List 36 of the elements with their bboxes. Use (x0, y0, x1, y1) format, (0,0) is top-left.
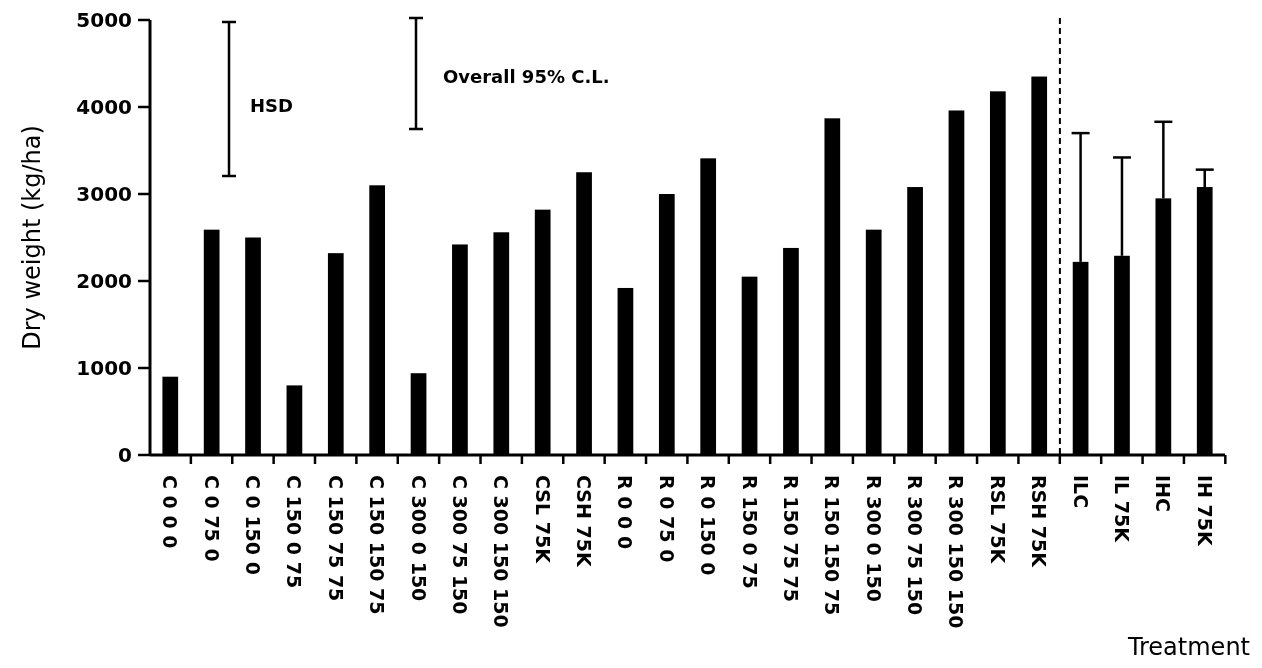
x-tick-label: IHC (1152, 475, 1175, 512)
x-tick-label: C 0 0 0 (159, 475, 182, 549)
x-tick-label: C 0 75 0 (200, 475, 223, 562)
y-tick-label: 2000 (76, 269, 132, 293)
x-tick-label: R 150 150 75 (821, 475, 844, 616)
x-tick-label: C 0 150 0 (242, 475, 265, 575)
x-tick-label: R 0 0 0 (614, 475, 637, 550)
x-tick-label: IH 75K (1193, 475, 1216, 548)
x-tick-label: C 300 75 150 (448, 475, 471, 615)
x-tick-label: C 150 150 75 (366, 475, 389, 615)
x-tick-label: R 300 0 150 (862, 475, 885, 603)
annotation: Overall 95% C.L. (443, 66, 610, 88)
y-tick-label: 3000 (76, 182, 132, 206)
x-tick-label: C 300 150 150 (490, 475, 513, 628)
x-tick-label: RSH 75K (1028, 475, 1051, 569)
x-tick-label: C 150 75 75 (324, 475, 347, 602)
y-axis-title: Dry weight (kg/ha) (18, 125, 46, 350)
y-tick-label: 5000 (76, 8, 132, 32)
x-tick-label: RSL 75K (986, 475, 1009, 565)
annotation: HSD (250, 95, 293, 117)
x-tick-label: ILC (1069, 475, 1092, 509)
x-tick-label: IL 75K (1110, 475, 1133, 544)
x-axis-title: Treatment (1126, 633, 1250, 661)
x-tick-label: R 150 75 75 (779, 475, 802, 603)
y-tick-label: 0 (118, 443, 132, 467)
x-tick-label: R 0 150 0 (697, 475, 720, 576)
x-tick-label: C 150 0 75 (283, 475, 306, 589)
y-tick-label: 1000 (76, 356, 132, 380)
x-tick-label: R 300 75 150 (904, 475, 927, 616)
x-tick-label: CSH 75K (573, 475, 596, 568)
x-tick-label: R 150 0 75 (738, 475, 761, 589)
x-tick-label: R 300 150 150 (945, 475, 968, 629)
y-tick-label: 4000 (76, 95, 132, 119)
x-tick-label: C 300 0 150 (407, 475, 430, 602)
x-tick-label: CSL 75K (531, 475, 554, 565)
x-tick-label: R 0 75 0 (655, 475, 678, 563)
